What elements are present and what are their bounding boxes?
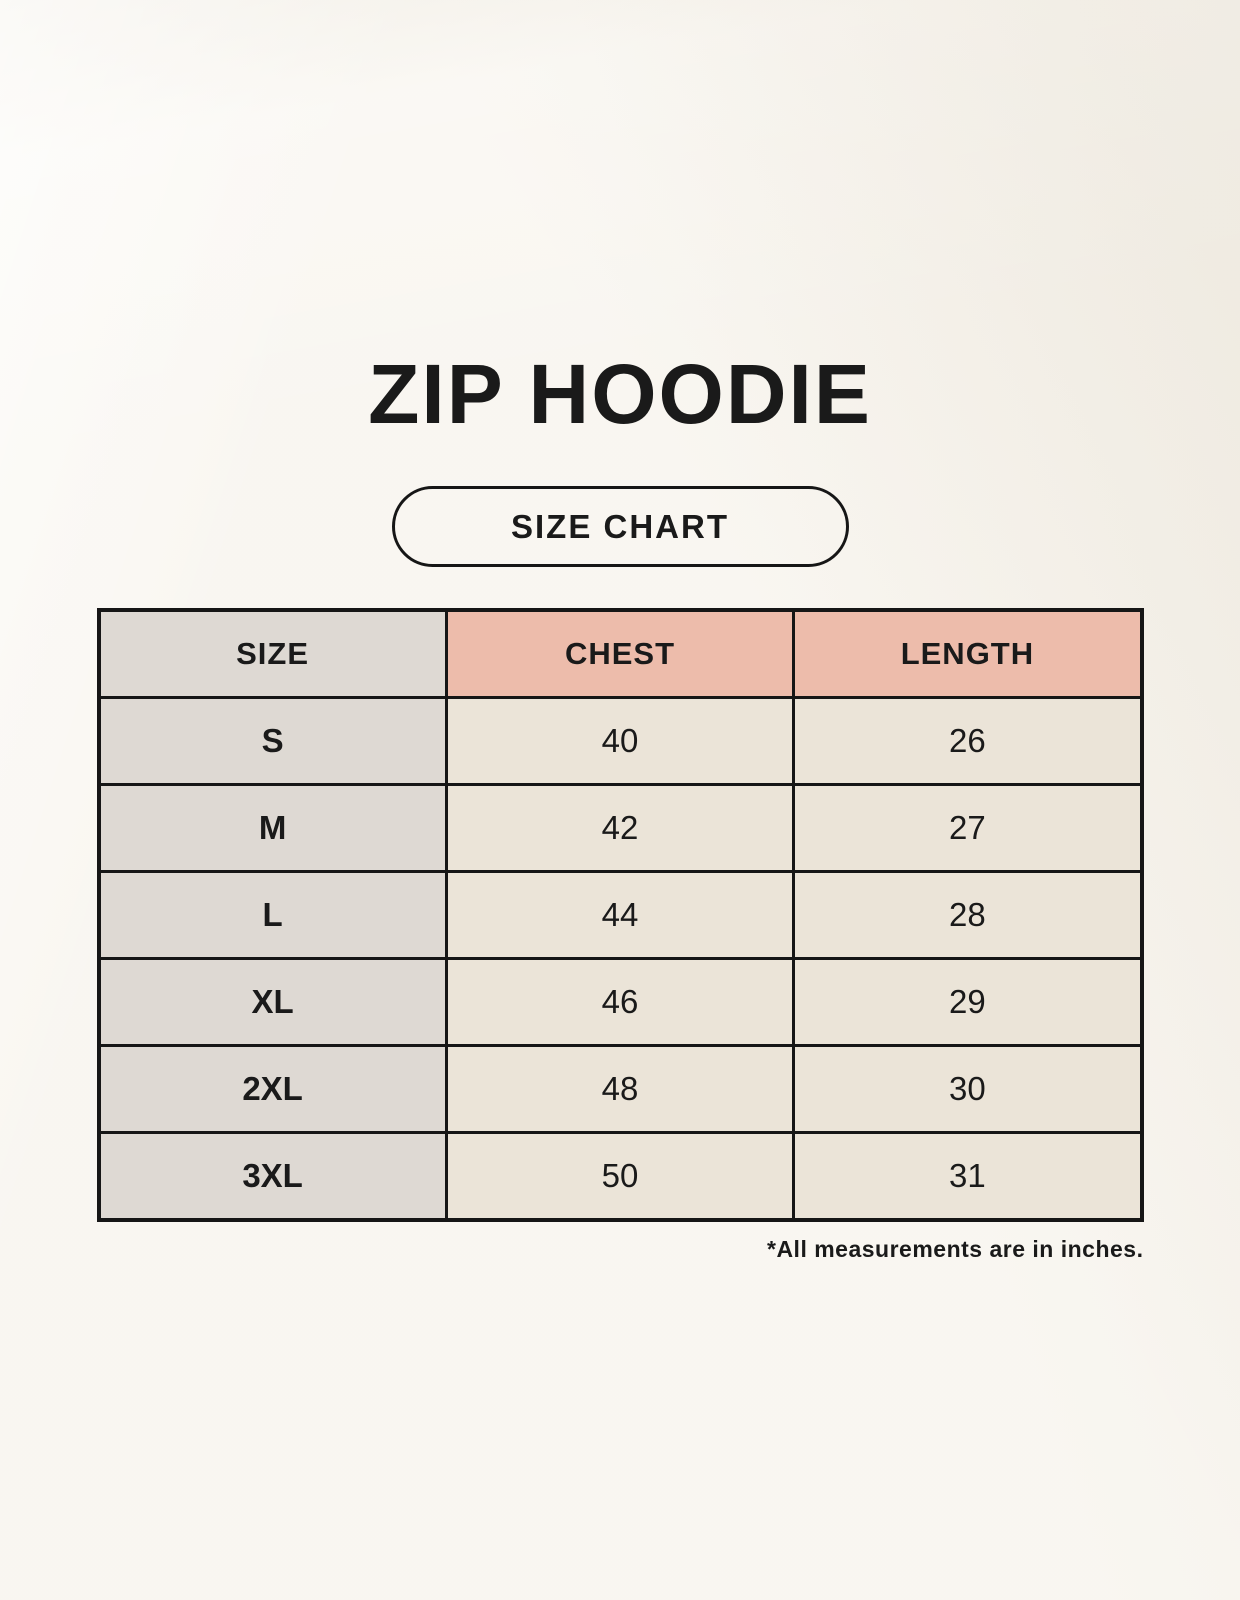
size-cell: M xyxy=(97,783,448,873)
table-row: L 44 28 xyxy=(97,870,1143,960)
length-cell: 28 xyxy=(792,870,1143,960)
chest-cell: 50 xyxy=(444,1131,796,1222)
chest-cell: 44 xyxy=(444,870,796,960)
table-row: S 40 26 xyxy=(97,696,1143,786)
column-header-size: SIZE xyxy=(97,608,448,699)
table-row: 2XL 48 30 xyxy=(97,1044,1143,1134)
size-cell: L xyxy=(97,870,448,960)
table-row: 3XL 50 31 xyxy=(97,1131,1143,1222)
length-cell: 27 xyxy=(792,783,1143,873)
measurements-footnote: *All measurements are in inches. xyxy=(767,1236,1144,1262)
size-cell: 3XL xyxy=(97,1131,448,1222)
size-cell: XL xyxy=(97,957,448,1047)
header-row: SIZE CHEST LENGTH xyxy=(97,608,1143,699)
table-body: S 40 26 M 42 27 L 44 28 XL 46 29 2XL 48 … xyxy=(97,696,1143,1222)
chest-cell: 46 xyxy=(444,957,796,1047)
chest-cell: 40 xyxy=(444,696,796,786)
table-row: XL 46 29 xyxy=(97,957,1143,1047)
product-title: ZIP HOODIE xyxy=(368,347,872,441)
size-chart-badge-label: SIZE CHART xyxy=(511,507,729,545)
length-cell: 29 xyxy=(792,957,1143,1047)
length-cell: 30 xyxy=(792,1044,1143,1134)
size-chart-badge[interactable]: SIZE CHART xyxy=(391,486,849,567)
table-row: M 42 27 xyxy=(97,783,1143,873)
length-cell: 26 xyxy=(792,696,1143,786)
column-header-length: LENGTH xyxy=(792,608,1143,699)
size-table: SIZE CHEST LENGTH S 40 26 M 42 27 L 44 2… xyxy=(96,608,1144,1222)
length-cell: 31 xyxy=(792,1131,1143,1222)
size-cell: 2XL xyxy=(97,1044,448,1134)
chest-cell: 48 xyxy=(444,1044,796,1134)
table-header: SIZE CHEST LENGTH xyxy=(97,608,1143,699)
chest-cell: 42 xyxy=(444,783,796,873)
column-header-chest: CHEST xyxy=(444,608,796,699)
size-cell: S xyxy=(97,696,448,786)
